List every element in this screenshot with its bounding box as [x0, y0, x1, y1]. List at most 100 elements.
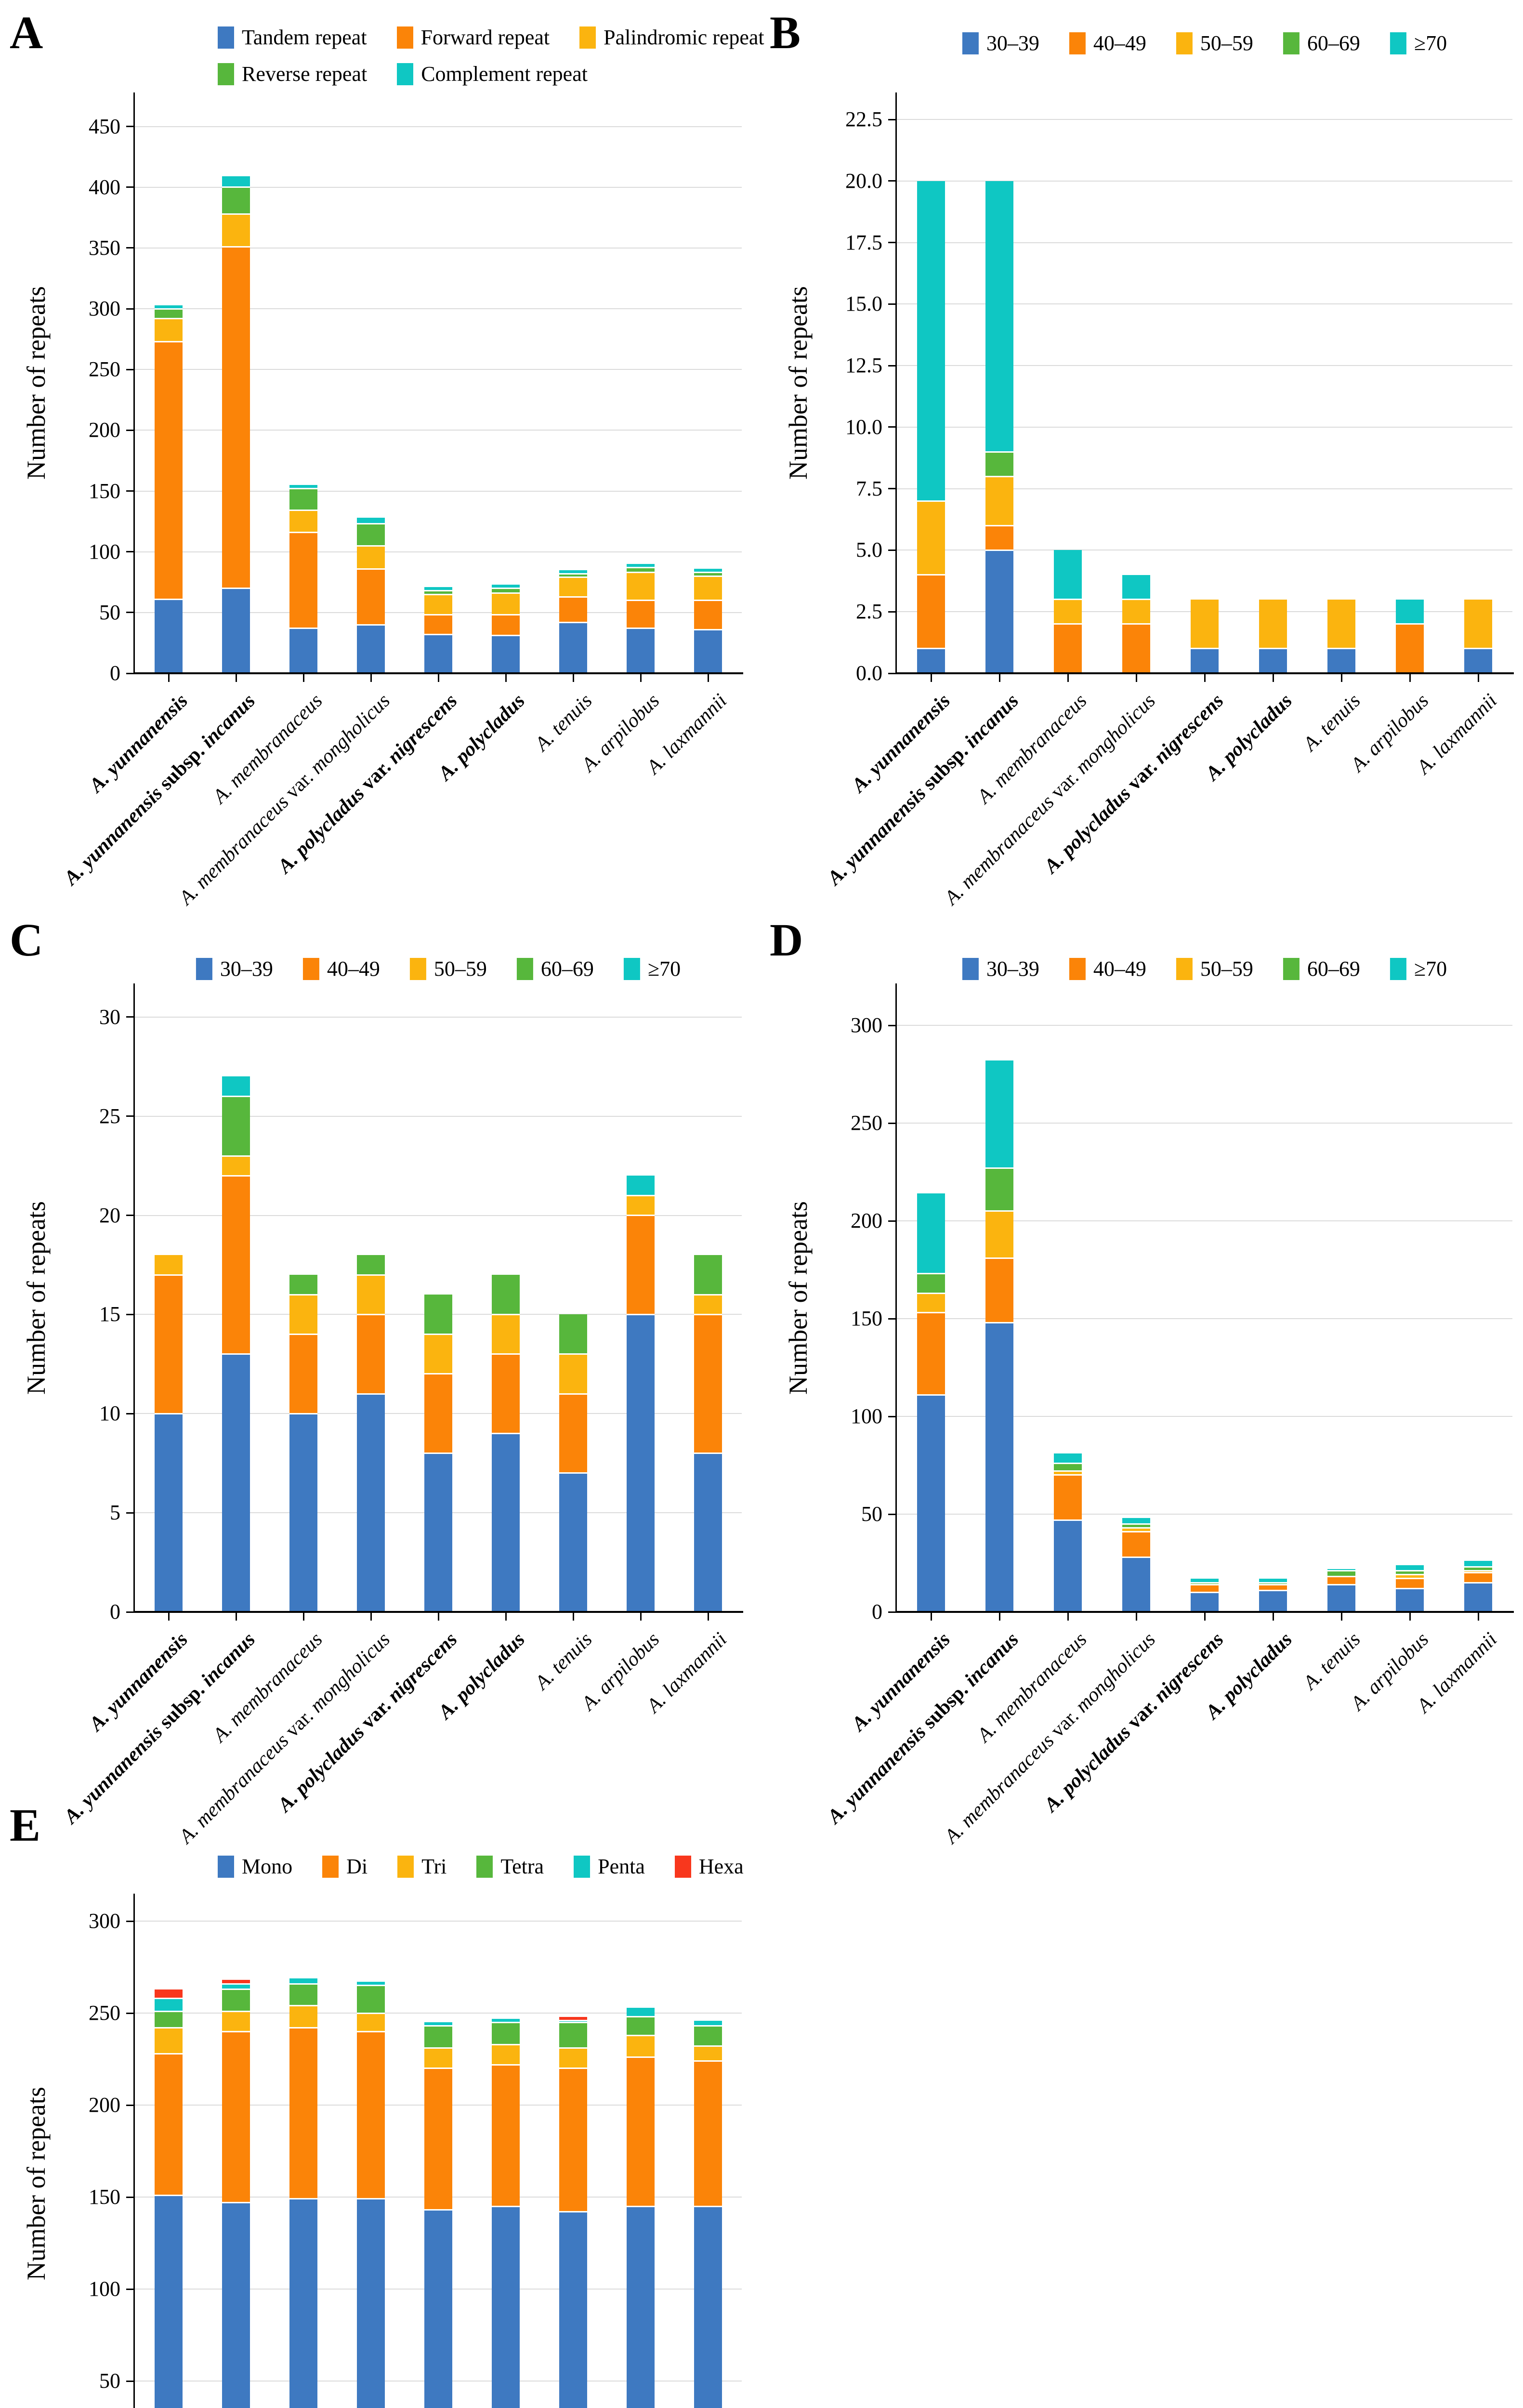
legend-item: Palindromic repeat [579, 25, 764, 50]
bar-segment [559, 1394, 587, 1473]
bar-segment [1122, 575, 1150, 600]
y-axis-tick [888, 1024, 897, 1026]
bar-segment-separator [1122, 1556, 1150, 1558]
bar-segment [492, 2022, 520, 2045]
bar-segment [357, 1394, 385, 1612]
bar-segment-separator [155, 1998, 183, 2000]
bar-segment [694, 569, 722, 573]
legend-row: 30–39 40–49 50–59 60–69 ≥70 [962, 956, 1447, 981]
bar-segment [694, 600, 722, 630]
bar-segment-separator [1122, 1527, 1150, 1529]
bar-segment-separator [985, 524, 1013, 526]
bar-segment [155, 1998, 183, 2012]
bar-segment [1054, 1471, 1082, 1475]
x-axis-tick [1272, 673, 1274, 682]
bar-segment-separator [289, 531, 317, 533]
x-axis-category-label: A. tenuis [531, 1628, 597, 1694]
bar-segment-separator [1464, 648, 1492, 650]
bar-segment [222, 187, 250, 214]
bar-segment [1122, 1528, 1150, 1532]
bar-segment-separator [1122, 599, 1150, 601]
bar-segment-separator [985, 1322, 1013, 1323]
x-axis-category-label-part: subsp. [918, 736, 976, 795]
bar-segment [985, 550, 1013, 673]
bar-segment [424, 615, 452, 635]
bar-segment-separator [222, 1175, 250, 1177]
bar-segment [917, 501, 945, 575]
x-axis-tick [370, 673, 372, 682]
legend-item: Tetra [476, 1854, 544, 1879]
bar-segment [985, 1168, 1013, 1211]
legend-swatch-icon [409, 957, 426, 980]
bar-segment-separator [1054, 623, 1082, 625]
bar-segment-separator [492, 2205, 520, 2207]
y-axis-title: Number of repeats [784, 1201, 813, 1395]
bar-segment [917, 1312, 945, 1395]
bar-segment [222, 1980, 250, 1984]
x-axis-category-label-part: A. membranaceus [174, 1726, 297, 1848]
bar-segment-separator [917, 1394, 945, 1396]
legend-row: Reverse repeat Complement repeat [218, 62, 588, 86]
legend-swatch-icon [1390, 32, 1406, 54]
y-axis-tick-label: 5.0 [856, 538, 882, 562]
y-axis-tick [888, 1122, 897, 1124]
y-axis-line [133, 983, 135, 1612]
bar-segment [357, 1314, 385, 1394]
bar-segment-separator [694, 600, 722, 602]
bar-segment [627, 1314, 655, 1612]
bar-segment [559, 2022, 587, 2048]
x-axis-tick [235, 1612, 237, 1621]
x-axis-tick [707, 673, 709, 682]
gridline [135, 247, 742, 249]
bar-segment-separator [1054, 1519, 1082, 1521]
bar-segment-separator [155, 1274, 183, 1276]
bar-segment-separator [694, 628, 722, 630]
bar-segment-separator [627, 1215, 655, 1217]
bar-segment [559, 574, 587, 577]
bar-segment [1464, 1561, 1492, 1567]
bar-segment-separator [917, 1292, 945, 1294]
bar-segment [917, 575, 945, 649]
bar-segment-separator [559, 621, 587, 623]
bar-segment [222, 2011, 250, 2032]
bar-segment-separator [155, 317, 183, 319]
bar-segment-separator [1191, 648, 1219, 650]
bar-segment [694, 2206, 722, 2408]
legend-swatch-icon [397, 1855, 414, 1878]
bar-segment [222, 588, 250, 673]
bar-segment-separator [1122, 1523, 1150, 1525]
bar-segment-separator [289, 488, 317, 489]
bar-segment [492, 1275, 520, 1315]
bar-segment [1122, 1518, 1150, 1524]
bar-segment-separator [694, 1453, 722, 1454]
bar-segment-separator [357, 1274, 385, 1276]
bar-segment-separator [424, 1334, 452, 1335]
x-axis-tick [998, 1612, 1000, 1621]
bar-segment-separator [357, 568, 385, 570]
x-axis-tick [1477, 673, 1479, 682]
bar-segment [1054, 1475, 1082, 1520]
y-axis-tick [126, 1512, 135, 1514]
bar-segment [1464, 1572, 1492, 1583]
y-axis-tick-label: 12.5 [845, 353, 882, 378]
legend-label: Tetra [500, 1855, 544, 1878]
bar-segment [424, 2022, 452, 2026]
legend-row: Tandem repeat Forward repeat Palindromic r… [218, 25, 764, 50]
legend-label: ≥70 [1414, 31, 1447, 55]
gridline [135, 430, 742, 431]
panel-label-d: D [770, 914, 803, 966]
bar-segment [1396, 599, 1424, 624]
bar-segment-separator [357, 1393, 385, 1395]
gridline [135, 308, 742, 310]
panel-label-b: B [770, 7, 801, 58]
x-axis-tick [1340, 673, 1342, 682]
legend-swatch-icon [623, 957, 640, 980]
bar-segment-separator [985, 475, 1013, 477]
legend-item: Forward repeat [396, 25, 550, 50]
bar-segment [627, 563, 655, 568]
bar-segment [559, 622, 587, 673]
bar-segment-separator [627, 628, 655, 629]
bar-segment [155, 318, 183, 342]
bar-segment [1191, 1592, 1219, 1612]
gridline [897, 1123, 1512, 1124]
